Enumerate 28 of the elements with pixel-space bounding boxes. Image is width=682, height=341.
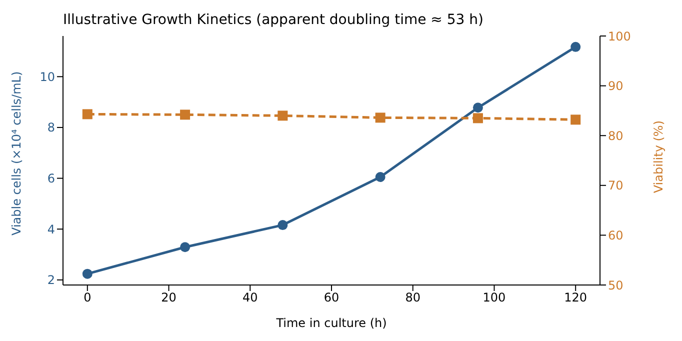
x-tick-label: 20: [161, 290, 176, 305]
point: [82, 268, 92, 279]
y2-tick-label: 90: [608, 79, 624, 94]
y-tick-label: 8: [47, 120, 55, 135]
y2-tick-label: 100: [608, 29, 631, 44]
y2-tick-label: 80: [608, 128, 624, 143]
y2-tick-label: 50: [608, 278, 624, 292]
point: [375, 172, 386, 182]
y-tick-label: 2: [47, 273, 55, 288]
y2-tick-label: 70: [608, 178, 624, 193]
point: [570, 42, 581, 52]
x-tick-label: 40: [242, 290, 258, 305]
y2-axis-title: Viability (%): [651, 120, 666, 194]
point: [180, 242, 190, 252]
y-tick-label: 4: [47, 222, 55, 236]
point: [278, 220, 288, 230]
x-axis-title: Time in culture (h): [275, 316, 387, 330]
point: [472, 102, 483, 113]
x-tick-label: 100: [482, 290, 506, 305]
x-tick-label: 120: [564, 290, 588, 305]
x-tick-label: 80: [405, 290, 421, 305]
x-tick-label: 0: [84, 290, 92, 305]
y-tick-label: 10: [40, 70, 55, 84]
y-tick-label: 6: [47, 172, 55, 186]
y2-tick-label: 60: [608, 228, 624, 242]
y-axis-title: Viable cells (×10⁴ cells/mL): [9, 71, 24, 236]
chart-title: Illustrative Growth Kinetics (apparent doubling time ≈ 53 h): [63, 12, 484, 28]
x-tick-label: 60: [324, 290, 340, 305]
